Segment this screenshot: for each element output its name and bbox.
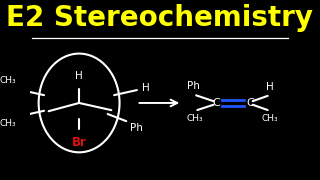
Text: Ph: Ph xyxy=(187,81,200,91)
Text: H: H xyxy=(75,71,83,81)
Text: CH₃: CH₃ xyxy=(262,114,279,123)
Text: CH₃: CH₃ xyxy=(187,114,203,123)
Text: C: C xyxy=(246,98,254,108)
Text: H: H xyxy=(142,83,150,93)
Text: C: C xyxy=(212,98,220,108)
Text: CH₃: CH₃ xyxy=(0,119,16,128)
Text: Ph: Ph xyxy=(130,123,143,133)
Text: H: H xyxy=(266,82,274,92)
Text: E2 Stereochemistry: E2 Stereochemistry xyxy=(6,4,314,32)
Text: Br: Br xyxy=(72,136,86,149)
Text: CH₃: CH₃ xyxy=(0,76,16,85)
